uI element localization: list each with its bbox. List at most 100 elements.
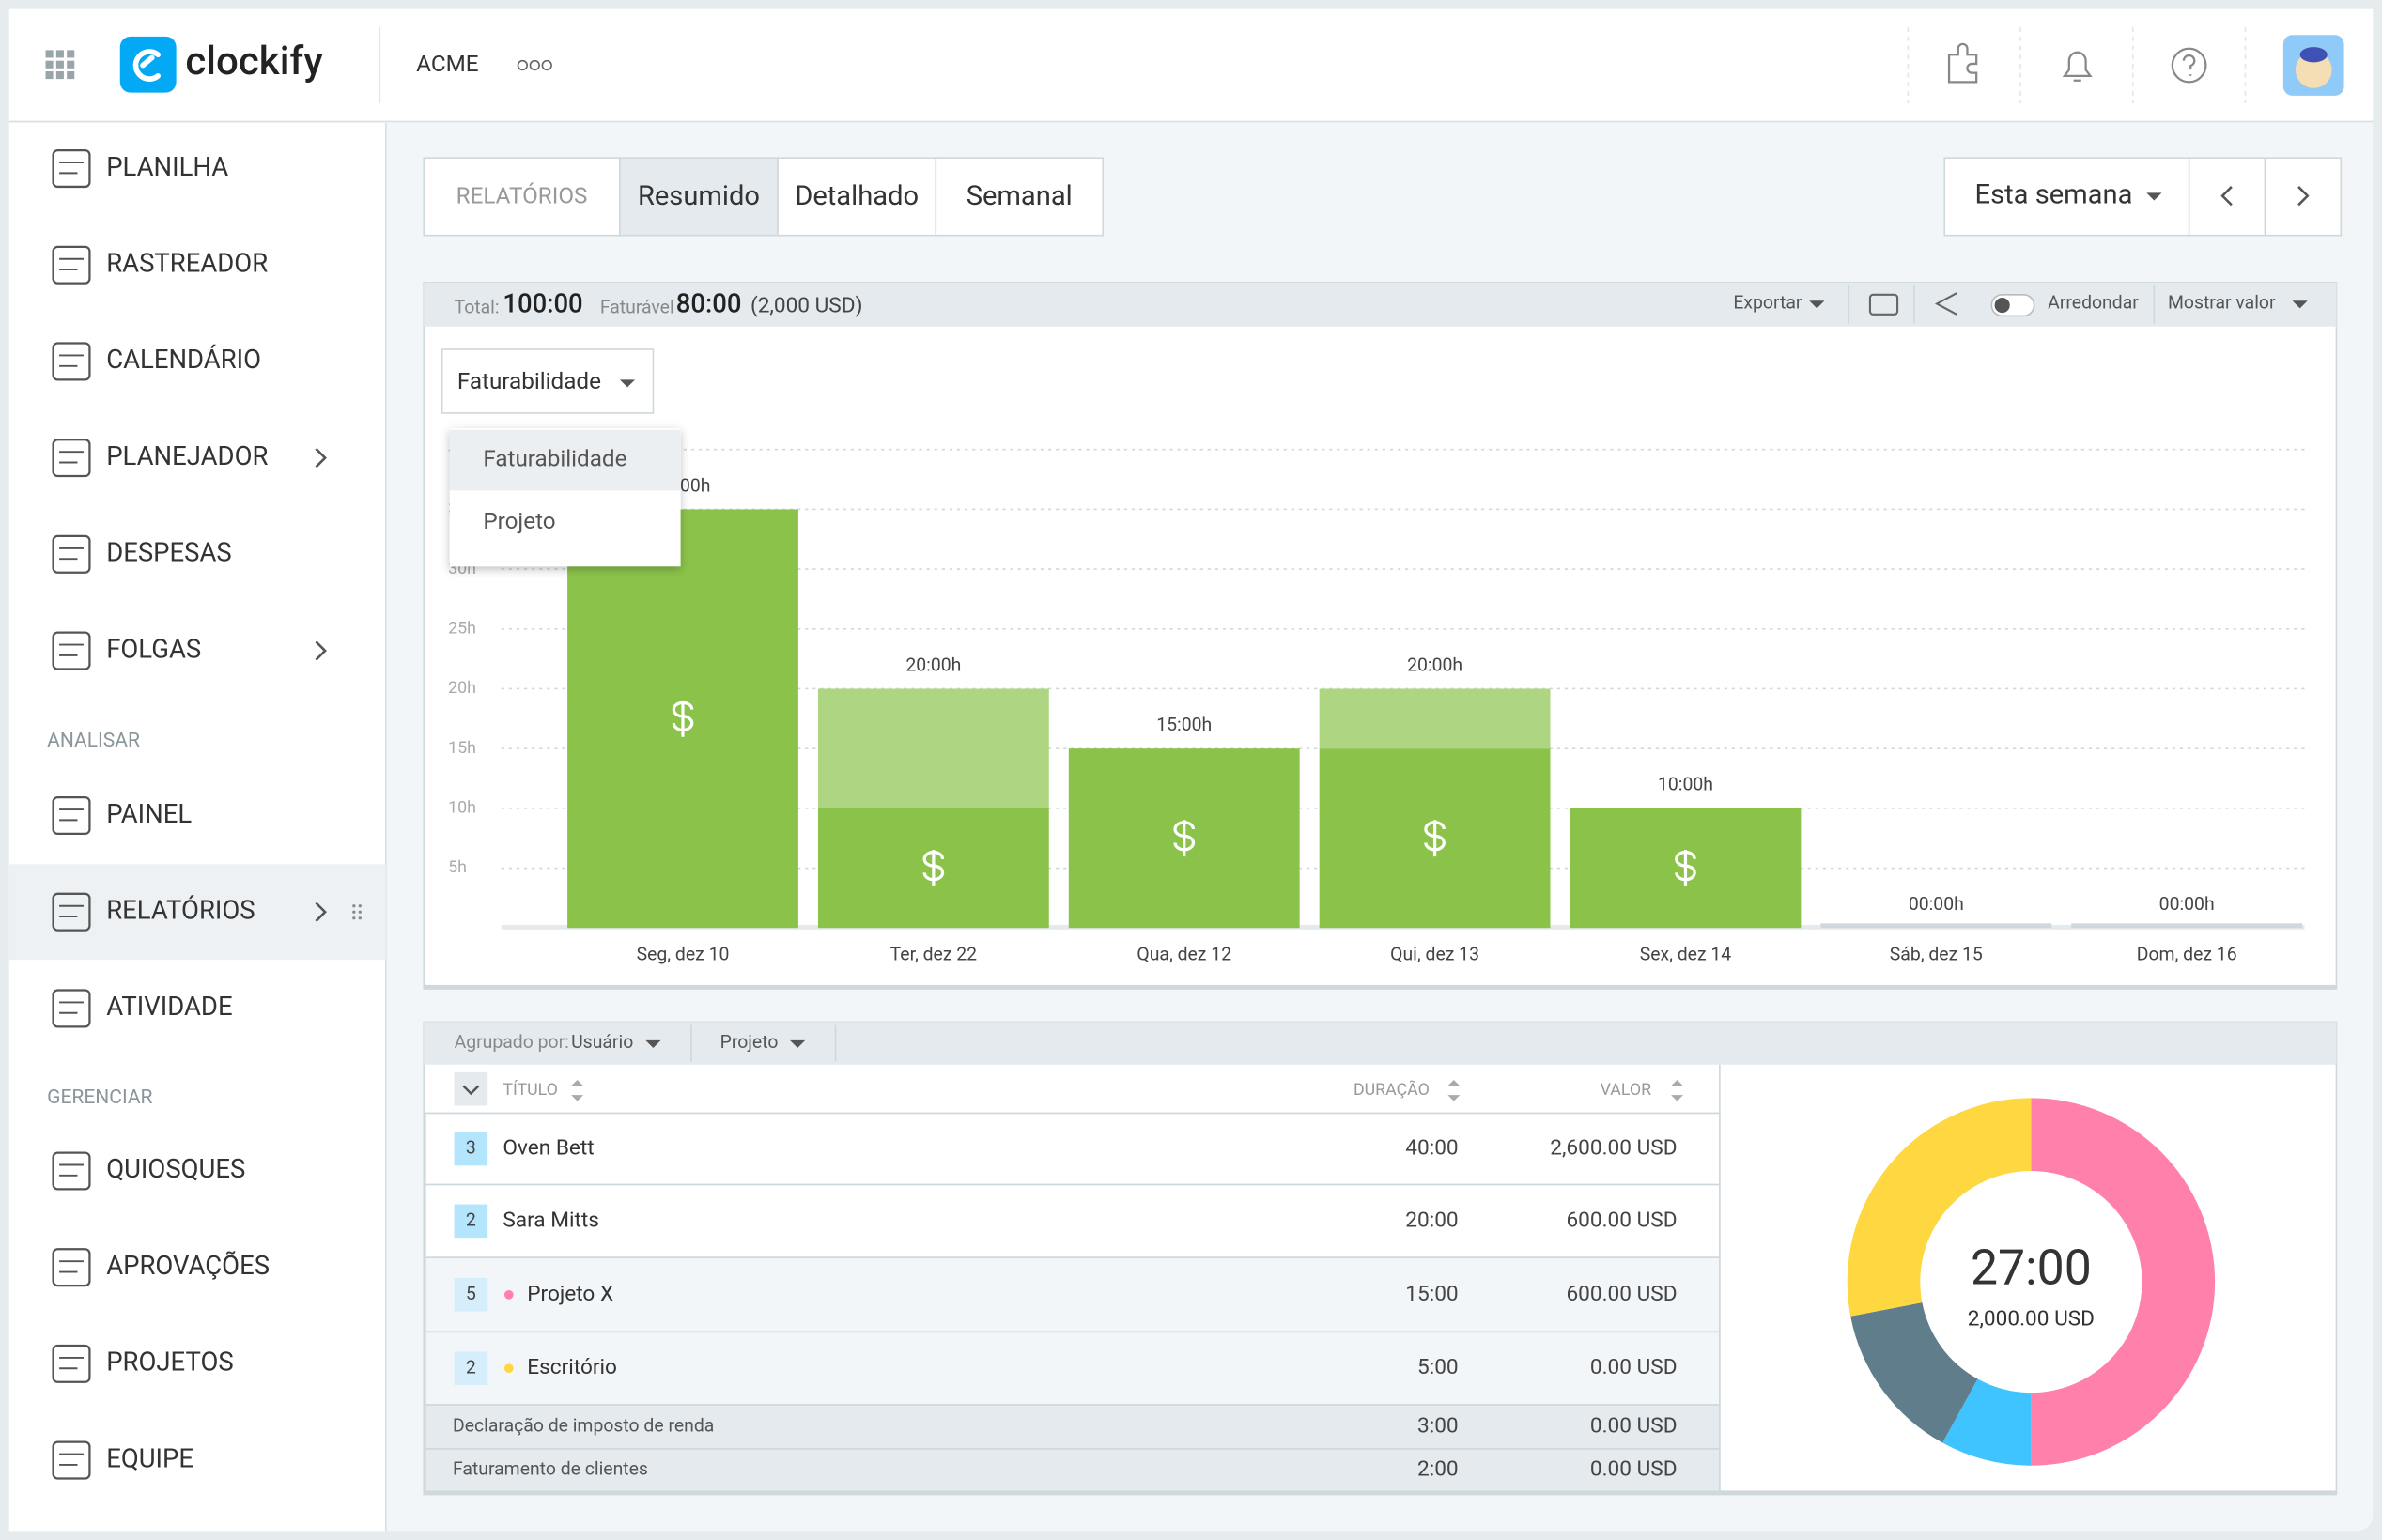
- nav-button[interactable]: [2264, 157, 2343, 237]
- bar-segment[interactable]: [1319, 688, 1551, 749]
- filter-dropdown[interactable]: [441, 348, 655, 414]
- caret: [1809, 300, 1825, 309]
- chevron: [315, 448, 327, 469]
- print-icon[interactable]: [1868, 293, 1899, 316]
- nav-item[interactable]: FOLGAS: [106, 633, 201, 664]
- column-header[interactable]: DURAÇÃO: [1353, 1079, 1430, 1100]
- nav-button[interactable]: [2188, 157, 2266, 237]
- nav-icon[interactable]: [52, 1344, 91, 1383]
- more-icon[interactable]: [529, 59, 540, 71]
- apps-icon[interactable]: [67, 60, 75, 69]
- nav-icon[interactable]: [52, 439, 91, 478]
- caret: [645, 1040, 661, 1048]
- menu-option[interactable]: Faturabilidade: [483, 444, 626, 471]
- date-range[interactable]: [1943, 157, 2192, 237]
- extension-icon[interactable]: [1947, 42, 1978, 84]
- count-badge: [454, 1351, 488, 1386]
- tab: [423, 157, 621, 237]
- nav-icon[interactable]: [52, 631, 91, 670]
- nav-icon[interactable]: [52, 1151, 91, 1191]
- nav-item[interactable]: QUIOSQUES: [106, 1153, 245, 1184]
- export-button[interactable]: Exportar: [1733, 292, 1802, 314]
- nav-icon[interactable]: [52, 534, 91, 574]
- apps-icon[interactable]: [55, 71, 64, 80]
- nav-item[interactable]: APROVAÇÕES: [106, 1250, 270, 1281]
- column-header[interactable]: VALOR: [1601, 1080, 1652, 1100]
- donut-slice[interactable]: [2031, 1098, 2216, 1466]
- apps-icon[interactable]: [45, 60, 54, 69]
- round-label: Arredondar: [2048, 292, 2139, 314]
- billable-icon: [1173, 820, 1196, 857]
- apps-icon[interactable]: [45, 50, 54, 58]
- nav-icon[interactable]: [52, 342, 91, 381]
- drag-handle: [358, 904, 362, 908]
- nav-icon[interactable]: [52, 795, 91, 836]
- count-badge: [454, 1132, 488, 1166]
- drag-handle: [352, 904, 356, 908]
- nav-item[interactable]: EQUIPE: [106, 1442, 193, 1473]
- apps-icon[interactable]: [67, 50, 75, 58]
- billable-value: 80:00: [676, 287, 742, 318]
- drag-handle: [358, 916, 362, 920]
- nav-icon[interactable]: [52, 245, 91, 285]
- share-icon[interactable]: [1934, 292, 1957, 316]
- toggle-knob: [1994, 298, 2010, 314]
- total-label: 15:00h: [1156, 714, 1212, 735]
- sidebar: [8, 123, 386, 1532]
- bar-segment: [1820, 923, 2052, 929]
- group-bar: [424, 1022, 2337, 1065]
- nav-item[interactable]: PLANEJADOR: [106, 440, 268, 471]
- table-row: [425, 1183, 1721, 1258]
- workspace-name[interactable]: ACME: [416, 50, 478, 77]
- nav-item[interactable]: ATIVIDADE: [106, 991, 232, 1022]
- drag-handle: [352, 910, 356, 914]
- avatar-face: [2295, 51, 2332, 88]
- nav-item[interactable]: PAINEL: [106, 798, 192, 829]
- nav-icon[interactable]: [52, 1248, 91, 1287]
- x-tick-label: Qua, dez 12: [1137, 943, 1231, 964]
- column-header[interactable]: TÍTULO: [503, 1079, 558, 1100]
- subgroup[interactable]: Projeto: [720, 1031, 779, 1053]
- help-icon[interactable]: [2171, 47, 2207, 84]
- row-title[interactable]: Sara Mitts: [503, 1207, 599, 1232]
- nav-item[interactable]: PLANILHA: [106, 151, 228, 182]
- tab[interactable]: [935, 157, 1105, 237]
- group-by[interactable]: Usuário: [571, 1031, 633, 1053]
- donut-slice[interactable]: [1847, 1098, 2032, 1317]
- apps-icon[interactable]: [55, 60, 64, 69]
- row-title[interactable]: Oven Bett: [503, 1135, 594, 1161]
- nav-icon[interactable]: [52, 1440, 91, 1480]
- filter-selected: Faturabilidade: [457, 367, 601, 394]
- y-tick-label: 10h: [448, 798, 476, 818]
- bar-segment[interactable]: [817, 688, 1049, 808]
- donut-slice[interactable]: [1942, 1378, 2032, 1466]
- apps-icon[interactable]: [67, 71, 75, 80]
- apps-icon[interactable]: [45, 71, 54, 80]
- apps-icon[interactable]: [55, 50, 64, 58]
- nav-icon[interactable]: [52, 148, 91, 189]
- nav-item[interactable]: PROJETOS: [106, 1347, 234, 1378]
- menu-option[interactable]: Projeto: [483, 507, 555, 534]
- subrow-value: 0.00 USD: [1590, 1412, 1678, 1438]
- nav-item[interactable]: RELATÓRIOS: [106, 894, 255, 925]
- more-icon[interactable]: [517, 59, 529, 71]
- row-value: 600.00 USD: [1566, 1207, 1677, 1232]
- expand-all[interactable]: [454, 1071, 488, 1106]
- nav-item[interactable]: DESPESAS: [106, 537, 232, 568]
- date-range-label: Esta semana: [1975, 178, 2133, 210]
- row-title[interactable]: Projeto X: [527, 1281, 613, 1306]
- donut-slice[interactable]: [1850, 1302, 1978, 1443]
- nav-icon[interactable]: [52, 989, 91, 1028]
- nav-item[interactable]: RASTREADOR: [106, 247, 268, 278]
- bell-icon[interactable]: [2062, 51, 2093, 82]
- show-value-button[interactable]: Mostrar valor: [2168, 292, 2276, 314]
- nav-item[interactable]: CALENDÁRIO: [106, 344, 261, 375]
- total-label: 10:00h: [1658, 774, 1713, 795]
- tab[interactable]: [619, 157, 779, 237]
- project-dot: [503, 1289, 514, 1300]
- more-icon[interactable]: [541, 59, 552, 71]
- row-title[interactable]: Escritório: [527, 1354, 617, 1379]
- tab[interactable]: [777, 157, 937, 237]
- total-label: 00:00h: [1909, 893, 1964, 915]
- nav-icon[interactable]: [52, 892, 91, 932]
